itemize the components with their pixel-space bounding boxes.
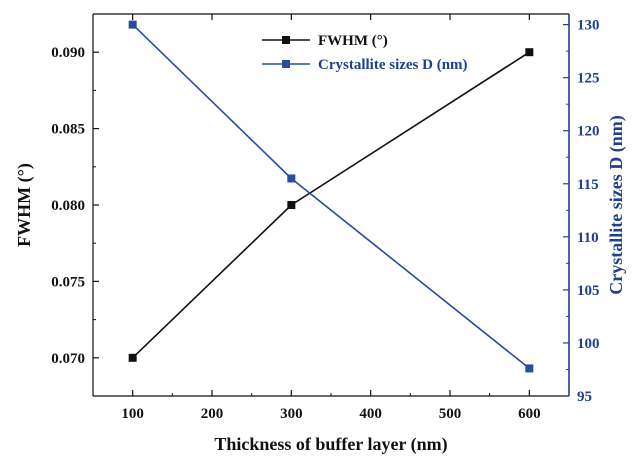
legend-marker-2 <box>282 60 290 68</box>
series-2-point <box>128 20 137 29</box>
left-y-tick-label: 0.070 <box>51 351 85 367</box>
x-tick-label: 400 <box>359 406 382 422</box>
series-line-2 <box>132 24 530 370</box>
right-y-tick-label: 100 <box>577 336 600 352</box>
series-1-point <box>128 353 137 362</box>
x-tick-label: 500 <box>439 406 462 422</box>
right-y-tick-label: 105 <box>577 283 600 299</box>
series-2-point <box>525 364 534 373</box>
legend: FWHM (°) Crystallite sizes D (nm) <box>262 33 468 73</box>
left-y-tick-label: 0.080 <box>51 198 85 214</box>
x-tick-label: 600 <box>518 406 541 422</box>
series-line-1 <box>132 51 530 359</box>
left-y-axis-title: FWHM (°) <box>14 163 35 247</box>
x-axis-title: Thickness of buffer layer (nm) <box>214 434 447 455</box>
right-y-tick-label: 95 <box>577 389 592 405</box>
right-y-tick-label: 125 <box>577 71 600 87</box>
right-y-axis-title: Crystallite sizes D (nm) <box>606 115 627 294</box>
legend-label-1: FWHM (°) <box>318 33 388 49</box>
series-1-point <box>525 48 534 57</box>
x-tick-label: 200 <box>201 406 224 422</box>
series-2-point <box>287 174 296 183</box>
series-layer <box>128 20 534 373</box>
x-tick-label: 100 <box>121 406 144 422</box>
left-y-tick-label: 0.075 <box>51 274 85 290</box>
legend-marker-1 <box>282 36 290 44</box>
series-1-point <box>287 201 296 209</box>
axes-layer: 100 200 300 400 500 600 0.070 0.075 0.080 0.085 0.… <box>14 13 627 455</box>
left-y-tick-label: 0.085 <box>51 122 85 138</box>
right-y-tick-label: 120 <box>577 124 600 140</box>
right-y-tick-label: 130 <box>577 18 600 34</box>
legend-label-2: Crystallite sizes D (nm) <box>318 57 468 73</box>
right-y-tick-label: 115 <box>577 177 599 193</box>
x-tick-label: 300 <box>280 406 303 422</box>
right-y-tick-label: 110 <box>577 230 599 246</box>
left-y-tick-label: 0.090 <box>51 45 85 61</box>
